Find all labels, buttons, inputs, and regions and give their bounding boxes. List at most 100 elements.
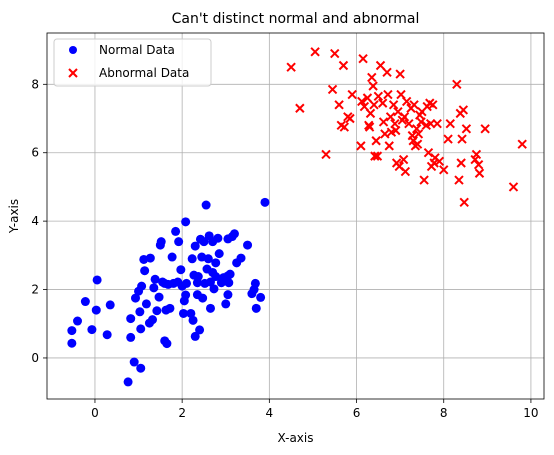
abnormal-point xyxy=(357,96,367,107)
normal-point xyxy=(224,278,234,288)
normal-point xyxy=(209,284,219,294)
y-tick-label: 4 xyxy=(31,214,39,228)
normal-point xyxy=(149,283,159,293)
legend-box xyxy=(53,38,212,87)
x-tick-label: 2 xyxy=(178,406,186,420)
legend-x-glyph xyxy=(68,68,78,78)
normal-point xyxy=(176,265,186,275)
normal-point xyxy=(211,258,221,268)
abnormal-point xyxy=(480,124,490,134)
abnormal-point xyxy=(457,134,467,144)
abnormal-point xyxy=(358,53,368,64)
normal-point xyxy=(190,241,200,251)
y-tick-label: 8 xyxy=(31,77,39,91)
abnormal-point xyxy=(347,89,357,100)
normal-point xyxy=(190,331,200,341)
abnormal-point xyxy=(367,72,377,83)
abnormal-point xyxy=(443,134,453,144)
normal-point xyxy=(201,200,211,210)
abnormal-point xyxy=(330,48,340,59)
normal-point xyxy=(223,271,233,281)
abnormal-point xyxy=(369,100,379,110)
abnormal-point xyxy=(377,98,388,108)
y-tick-label: 6 xyxy=(31,146,39,160)
normal-point xyxy=(229,229,239,239)
x-tick-label: 6 xyxy=(353,406,361,420)
abnormal-point xyxy=(384,141,394,151)
abnormal-point xyxy=(445,118,455,129)
y-axis-label: Y-axis xyxy=(7,199,21,234)
normal-point xyxy=(243,240,253,250)
abnormal-point xyxy=(385,112,396,122)
abnormal-point xyxy=(413,129,424,139)
normal-point xyxy=(148,315,158,325)
normal-point xyxy=(223,290,233,300)
abnormal-point xyxy=(391,125,401,136)
normal-point xyxy=(178,308,188,318)
normal-point xyxy=(181,217,191,227)
abnormal-point xyxy=(339,122,350,132)
abnormal-point xyxy=(362,93,373,103)
normal-point xyxy=(145,253,155,263)
normal-point xyxy=(102,330,112,340)
x-tick-label: 4 xyxy=(266,406,274,420)
abnormal-point xyxy=(345,113,355,124)
x-axis-label: X-axis xyxy=(278,431,314,445)
abnormal-point xyxy=(356,141,366,151)
abnormal-point xyxy=(471,149,482,160)
abnormal-point xyxy=(382,67,392,78)
normal-point xyxy=(152,306,162,316)
abnormal-point xyxy=(432,118,442,129)
normal-point xyxy=(154,292,164,302)
abnormal-point xyxy=(409,100,419,110)
normal-point xyxy=(165,303,175,313)
abnormal-point xyxy=(400,166,411,177)
grid xyxy=(47,33,544,399)
legend-abnormal-marker xyxy=(68,68,78,78)
normal-point xyxy=(260,197,270,207)
normal-point xyxy=(131,293,141,303)
abnormal-point xyxy=(365,108,376,119)
normal-point xyxy=(198,293,208,303)
abnormal-point xyxy=(378,117,389,127)
abnormal-point xyxy=(364,122,375,132)
y-tick-label: 0 xyxy=(31,351,39,365)
normal-point xyxy=(256,292,266,302)
normal-point xyxy=(250,278,260,288)
legend: Normal Data Abnormal Data xyxy=(53,38,212,87)
x-tick-label: 0 xyxy=(91,406,99,420)
normal-point xyxy=(205,303,215,313)
normal-point xyxy=(211,272,221,282)
normal-point xyxy=(123,377,133,387)
abnormal-point xyxy=(456,158,466,168)
normal-point xyxy=(73,316,83,326)
normal-point xyxy=(203,254,213,264)
abnormal-point xyxy=(338,60,349,71)
normal-point xyxy=(213,233,223,243)
normal-point xyxy=(126,314,136,324)
normal-point xyxy=(150,274,160,284)
normal-point xyxy=(135,307,145,317)
normal-point xyxy=(188,315,198,325)
abnormal-point xyxy=(452,79,462,90)
normal-point xyxy=(195,325,205,335)
abnormal-point xyxy=(372,151,383,161)
normal-point xyxy=(136,324,146,334)
data-points xyxy=(67,47,527,387)
normal-point xyxy=(91,305,101,315)
abnormal-point xyxy=(286,62,296,72)
abnormal-point xyxy=(388,100,399,110)
normal-point xyxy=(186,308,196,318)
normal-point xyxy=(126,332,136,342)
abnormal-point xyxy=(373,91,384,101)
abnormal-point xyxy=(439,165,449,175)
abnormal-point xyxy=(474,168,485,178)
abnormal-point xyxy=(395,69,405,79)
abnormal-point xyxy=(295,103,305,113)
abnormal-point xyxy=(321,149,331,160)
normal-point xyxy=(141,299,151,309)
normal-point xyxy=(140,266,150,276)
normal-point xyxy=(177,281,187,291)
normal-point xyxy=(236,253,246,263)
abnormal-point xyxy=(380,129,390,139)
